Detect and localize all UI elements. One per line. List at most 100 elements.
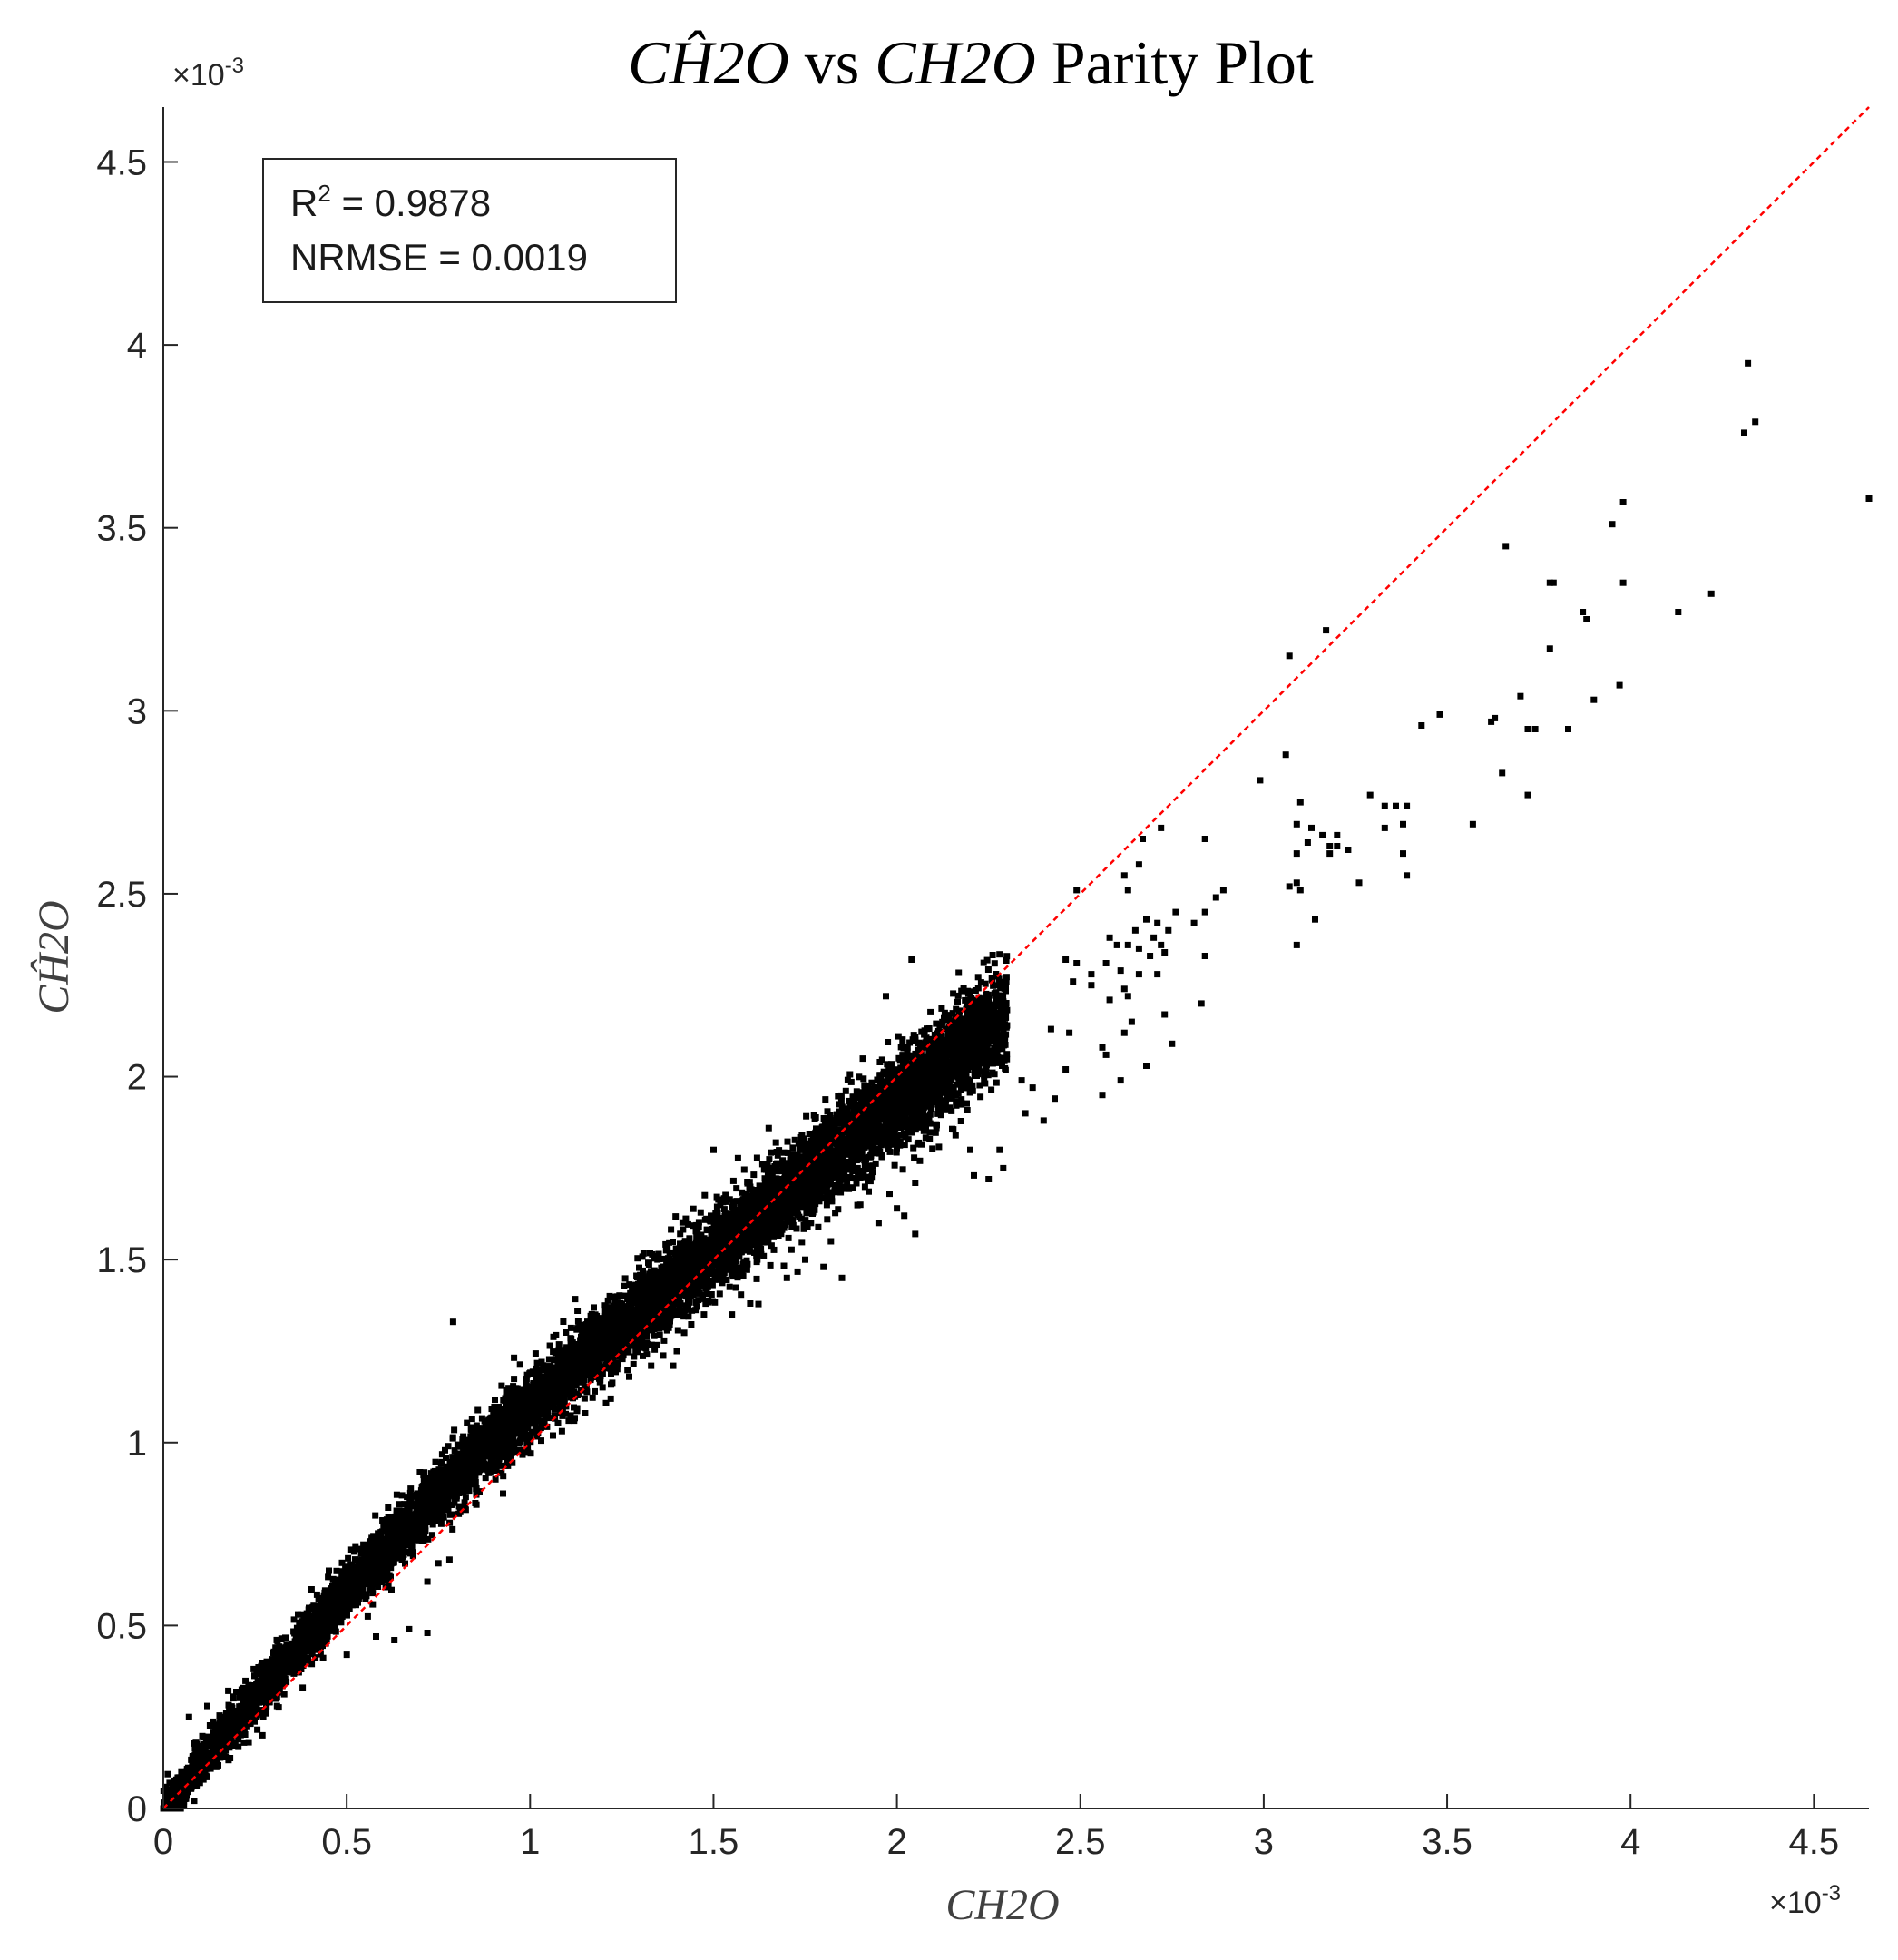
scatter-point [212, 1763, 220, 1770]
scatter-point [538, 1437, 544, 1445]
scatter-point [976, 1082, 983, 1089]
scatter-point [899, 1052, 906, 1059]
scatter-point [677, 1230, 684, 1238]
scatter-point [225, 1687, 232, 1694]
scatter-point [599, 1384, 606, 1391]
scatter-point [955, 969, 963, 976]
scatter-point [464, 1449, 471, 1455]
scatter-point [398, 1492, 406, 1499]
scatter-point [774, 1152, 781, 1159]
scatter-point [703, 1290, 710, 1297]
scatter-point [927, 1035, 934, 1043]
scatter-point [920, 1119, 927, 1126]
scatter-point [507, 1455, 514, 1462]
scatter-point [682, 1215, 690, 1222]
scatter-point [295, 1629, 301, 1636]
scatter-point [901, 1122, 908, 1130]
scatter-point [640, 1267, 646, 1274]
scatter-point [600, 1363, 607, 1370]
scatter-point [640, 1250, 647, 1257]
scatter-point [846, 1185, 853, 1192]
scatter-point [583, 1388, 591, 1396]
scatter-point [272, 1644, 279, 1651]
scatter-point [739, 1272, 747, 1279]
scatter-point [500, 1490, 506, 1497]
scatter-point [255, 1664, 262, 1671]
scatter-point [437, 1520, 445, 1527]
scatter-point [920, 1109, 927, 1116]
scatter-point [782, 1207, 789, 1214]
scatter-point [574, 1318, 582, 1325]
scatter-point [374, 1580, 381, 1587]
scatter-point [757, 1183, 763, 1191]
scatter-point [588, 1310, 595, 1318]
scatter-point [714, 1261, 721, 1269]
scatter-point [315, 1596, 322, 1603]
scatter-point [613, 1293, 621, 1300]
scatter-point [705, 1297, 712, 1304]
scatter-point [768, 1231, 776, 1239]
scatter-point [523, 1381, 530, 1388]
scatter-point [472, 1500, 479, 1506]
scatter-point [344, 1612, 350, 1619]
scatter-point [866, 1178, 874, 1185]
scatter-point [545, 1356, 553, 1363]
scatter-point [532, 1350, 539, 1357]
scatter-point [529, 1368, 536, 1376]
scatter-point [764, 1161, 771, 1169]
scatter-point [885, 1145, 892, 1152]
scatter-point [832, 1210, 839, 1217]
scatter-point [235, 1736, 242, 1743]
scatter-point [760, 1166, 768, 1173]
scatter-point [579, 1328, 586, 1336]
scatter-point [835, 1093, 842, 1100]
scatter-point [953, 1102, 960, 1109]
scatter-point [937, 1112, 944, 1119]
scatter-point [989, 1037, 996, 1044]
scatter-point [516, 1361, 523, 1368]
scatter-point [1003, 957, 1010, 964]
scatter-point [954, 998, 961, 1005]
scatter-point [503, 1394, 510, 1400]
scatter-point [828, 1117, 836, 1124]
scatter-point [853, 1157, 860, 1164]
scatter-point [542, 1414, 549, 1421]
scatter-point [647, 1268, 654, 1275]
scatter-point [356, 1545, 363, 1553]
scatter-point [367, 1538, 374, 1545]
scatter-point [988, 1086, 995, 1093]
scatter-point [912, 1112, 919, 1120]
scatter-point [651, 1267, 658, 1274]
scatter-point [460, 1433, 467, 1440]
scatter-point [540, 1373, 547, 1380]
scatter-point [319, 1654, 327, 1661]
scatter-point [645, 1261, 652, 1268]
scatter-point [927, 1008, 934, 1015]
scatter-point [800, 1222, 807, 1229]
scatter-point [950, 1073, 957, 1080]
scatter-point [935, 1143, 943, 1151]
scatter-point [926, 1111, 934, 1118]
scatter-point [166, 1779, 173, 1787]
scatter-point [797, 1146, 804, 1153]
scatter-point [797, 1215, 805, 1222]
scatter-point [626, 1281, 633, 1289]
scatter-point [876, 1072, 884, 1079]
scatter-point [969, 1082, 976, 1089]
scatter-point [692, 1307, 700, 1314]
scatter-point [509, 1444, 516, 1451]
scatter-point [803, 1112, 810, 1120]
scatter-point [424, 1479, 431, 1486]
scatter-point [201, 1733, 208, 1740]
scatter-point [734, 1274, 741, 1281]
scatter-point [367, 1582, 375, 1588]
scatter-point [651, 1332, 658, 1339]
scatter-point [398, 1556, 406, 1563]
scatter-point [329, 1575, 337, 1583]
scatter-point [764, 1171, 771, 1179]
scatter-point [551, 1412, 558, 1419]
scatter-point [704, 1227, 711, 1234]
scatter-point [608, 1370, 614, 1377]
scatter-point [920, 1127, 927, 1134]
scatter-point [923, 1113, 930, 1121]
